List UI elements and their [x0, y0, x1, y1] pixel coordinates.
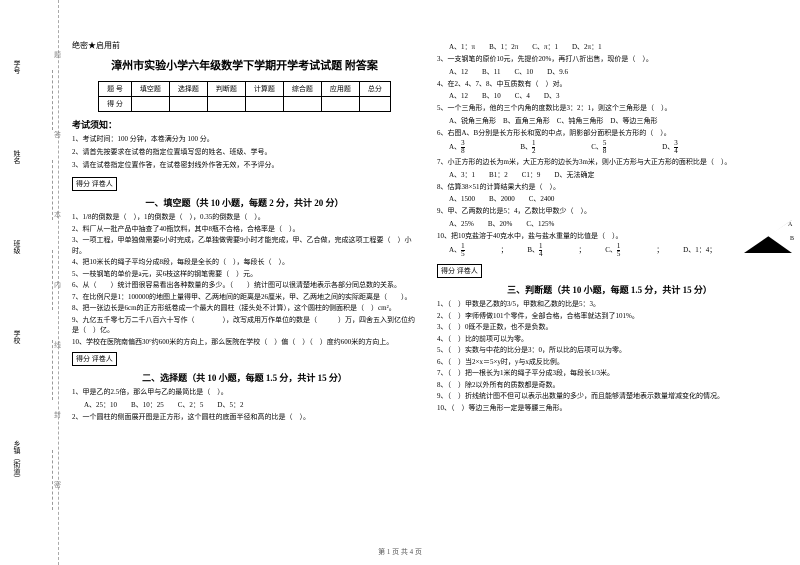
cell: 计算题 — [245, 82, 283, 97]
score-table: 题 号 填空题 选择题 判断题 计算题 综合题 应用题 总分 得 分 — [98, 81, 391, 112]
label-student-id: 学号 — [12, 60, 22, 74]
underline — [52, 250, 53, 310]
triangle-figure: A B — [744, 218, 794, 254]
cell: 得 分 — [99, 97, 132, 112]
options: A、25：10 B、10：25 C、2：5 D、5：2 — [84, 400, 417, 410]
question: 6、从（ ）统计图很容易看出各种数量的多少。（ ）统计图可以很清楚地表示各部分同… — [72, 280, 417, 291]
options: A、15； B、14； C、15； D、1：4； — [449, 243, 782, 258]
question: 1、1/8的倒数是（ ），1的倒数是（ ），0.35的倒数是（ ）。 — [72, 212, 417, 223]
cell — [321, 97, 359, 112]
question: 9、（ ）折线统计图不但可以表示出数量的多少，而且能够清楚地表示数量增减变化的情… — [437, 391, 782, 402]
exam-title: 漳州市实验小学六年级数学下学期开学考试试题 附答案 — [72, 57, 417, 73]
question: 4、在2、4、7、8、中互质数有（ ）对。 — [437, 79, 782, 90]
question: 4、（ ）比的前项可以为零。 — [437, 334, 782, 345]
left-column: 绝密★启用前 漳州市实验小学六年级数学下学期开学考试试题 附答案 题 号 填空题… — [72, 40, 417, 423]
cell: 应用题 — [321, 82, 359, 97]
table-row: 题 号 填空题 选择题 判断题 计算题 综合题 应用题 总分 — [99, 82, 391, 97]
page-footer: 第 1 页 共 4 页 — [0, 547, 800, 557]
question: 5、一个三角形，他的三个内角的度数比是3：2：1，则这个三角形是（ ）。 — [437, 103, 782, 114]
cell — [359, 97, 390, 112]
question: 7、（ ）把一根长为1米的绳子平分成3段，每段长1/3米。 — [437, 368, 782, 379]
underline — [52, 450, 53, 510]
options: A、25% B、20% C、125% — [449, 219, 782, 229]
svg-text:A: A — [788, 222, 793, 228]
cell: 题 号 — [99, 82, 132, 97]
question: 10、把10克盐溶于40克水中，盐与盐水重量的比值是（ ）。 — [437, 231, 782, 242]
question: 5、一枝钢笔的单价是a元，买6枝这样的钢笔需要（ ）元。 — [72, 269, 417, 280]
options: A、12 B、10 C、4 D、3 — [449, 91, 782, 101]
question: 10、（ ）等边三角形一定是等腰三角形。 — [437, 403, 782, 414]
score-box: 得分 评卷人 — [437, 264, 482, 278]
fold-char: 内 — [54, 280, 61, 290]
page-content: 绝密★启用前 漳州市实验小学六年级数学下学期开学考试试题 附答案 题 号 填空题… — [72, 40, 782, 423]
score-box: 得分 评卷人 — [72, 352, 117, 366]
cell — [131, 97, 169, 112]
cell — [207, 97, 245, 112]
section-title-1: 一、填空题（共 10 小题，每题 2 分，共计 20 分） — [72, 196, 417, 209]
cell — [283, 97, 321, 112]
question: 5、（ ）实数与中花的比分是3：0，所以比的后项可以为零。 — [437, 345, 782, 356]
svg-text:B: B — [790, 236, 794, 242]
cell: 判断题 — [207, 82, 245, 97]
question: 2、（ ）李师傅做101个零件，全部合格，合格率就达到了101%。 — [437, 311, 782, 322]
right-column: A、1：π B、1：2π C、π：1 D、2π：1 3、一支钢笔的原价10元，先… — [437, 40, 782, 423]
fold-char: 本 — [54, 210, 61, 220]
table-row: 得 分 — [99, 97, 391, 112]
question: 7、小正方形的边长为m米，大正方形的边长为3m米，则小正方形与大正方形的面积比是… — [437, 157, 782, 168]
fold-char: 题 — [54, 50, 61, 60]
cell — [169, 97, 207, 112]
question: 8、把一张边长是6cm的正方形纸卷成一个最大的圆柱（接头处不计算），这个圆柱的侧… — [72, 303, 417, 314]
options: A、1500 B、2000 C、2400 — [449, 194, 782, 204]
fold-char: 封 — [54, 410, 61, 420]
question: 2、一个圆柱的侧面展开图是正方形，这个圆柱的底面半径和高的比是（ ）。 — [72, 412, 417, 423]
label-town: 乡镇（街道） — [12, 440, 22, 482]
question: 7、在比例尺是1：100000的地图上量得甲、乙两地间的距离是26厘米，甲、乙两… — [72, 292, 417, 303]
question: 6、右图A、B分别是长方形长和宽的中点，阴影部分面积是长方形的（ ）。 — [437, 128, 782, 139]
notice-item: 2、请首先按要求在试卷的指定位置填写您的姓名、班级、学号。 — [72, 148, 417, 158]
notice-title: 考试须知： — [72, 118, 417, 131]
question: 4、把10米长的绳子平均分成8段，每段是全长的（ ），每段长（ ）。 — [72, 257, 417, 268]
options: A、锐角三角形 B、直角三角形 C、钝角三角形 D、等边三角形 — [449, 116, 782, 126]
label-school: 学校 — [12, 330, 22, 344]
question: 9、九亿五千零七万二千八百六十写作（ ），改写成用万作单位的数是（ ）万，四舍五… — [72, 315, 417, 336]
section-title-3: 三、判断题（共 10 小题，每题 1.5 分，共计 15 分） — [437, 283, 782, 296]
options: A、1：π B、1：2π C、π：1 D、2π：1 — [449, 42, 782, 52]
cell: 填空题 — [131, 82, 169, 97]
question: 8、估算38×51的计算结果大约是（ ）。 — [437, 182, 782, 193]
notice-item: 3、请在试卷指定位置作答，在试卷密封线外作答无效，不予评分。 — [72, 161, 417, 171]
question: 2、料厂从一批产品中抽查了40瓶饮料，其中8瓶不合格，合格率是（ ）。 — [72, 224, 417, 235]
question: 3、一支钢笔的原价10元，先提价20%，再打八折出售，现价是（ ）。 — [437, 54, 782, 65]
question: 8、（ ）除2以外所有的质数都是奇数。 — [437, 380, 782, 391]
fold-char: 答 — [54, 130, 61, 140]
cell — [245, 97, 283, 112]
notice-item: 1、考试时间：100 分钟，本卷满分为 100 分。 — [72, 135, 417, 145]
question: 3、（ ）0既不是正数，也不是负数。 — [437, 322, 782, 333]
question: 1、（ ）甲数是乙数的3/5，甲数和乙数的比是5：3。 — [437, 299, 782, 310]
underline — [52, 160, 53, 220]
question: 1、甲是乙的2.5倍，那么甲与乙的最简比是（ ）。 — [72, 387, 417, 398]
options: A、3：1 B1：2 C1：9 D、无法确定 — [449, 170, 782, 180]
cell: 选择题 — [169, 82, 207, 97]
question: 9、甲、乙两数的比是5：4，乙数比甲数少（ ）。 — [437, 206, 782, 217]
question: 10、学校在医院南偏西30°约600米的方向上，那么医院在学校（ ）偏（ ）（ … — [72, 337, 417, 348]
fold-char: 线 — [54, 340, 61, 350]
question: 6、（ ）当2×x＝5×y时，y与x成反比例。 — [437, 357, 782, 368]
underline — [52, 340, 53, 400]
underline — [52, 70, 53, 130]
options: A、12 B、11 C、10 D、9.6 — [449, 67, 782, 77]
question: 3、一项工程，甲单独做需要6小时完成，乙单独做需要9小时才能完成，甲、乙合做，完… — [72, 235, 417, 256]
secret-label: 绝密★启用前 — [72, 40, 417, 51]
section-title-2: 二、选择题（共 10 小题，每题 1.5 分，共计 15 分） — [72, 371, 417, 384]
options: A、38 B、12 C、58 D、34 — [449, 140, 782, 155]
label-class: 班级 — [12, 240, 22, 254]
cell: 综合题 — [283, 82, 321, 97]
cell: 总分 — [359, 82, 390, 97]
fold-char: 密 — [54, 480, 61, 490]
score-box: 得分 评卷人 — [72, 177, 117, 191]
label-name: 姓名 — [12, 150, 22, 164]
